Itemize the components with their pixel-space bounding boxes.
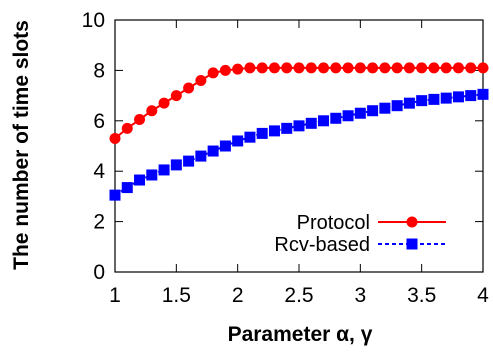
data-point-protocol-14 (281, 62, 293, 74)
data-point-protocol-20 (354, 62, 366, 74)
data-point-rcv-based-24 (403, 97, 415, 109)
data-point-rcv-based-14 (281, 122, 293, 134)
data-point-protocol-4 (158, 97, 170, 109)
data-point-rcv-based-0 (109, 189, 121, 201)
data-point-rcv-based-7 (195, 150, 207, 162)
data-point-rcv-based-29 (465, 90, 477, 102)
y-tick-label-5: 10 (82, 9, 105, 32)
data-point-rcv-based-17 (318, 115, 330, 127)
data-point-protocol-13 (268, 62, 280, 74)
legend-marker-rcv-based (406, 238, 418, 250)
data-point-rcv-based-13 (268, 125, 280, 137)
y-tick-label-2: 4 (93, 160, 105, 183)
data-point-protocol-28 (452, 62, 464, 74)
data-point-rcv-based-23 (391, 100, 403, 112)
data-point-protocol-29 (465, 62, 477, 74)
data-point-protocol-27 (440, 62, 452, 74)
data-point-protocol-25 (416, 62, 428, 74)
legend-label-protocol: Protocol (297, 212, 370, 234)
data-point-protocol-16 (305, 62, 317, 74)
data-point-protocol-6 (183, 82, 195, 94)
data-point-protocol-7 (195, 74, 207, 86)
data-point-protocol-3 (146, 105, 158, 117)
data-point-rcv-based-26 (428, 93, 440, 105)
data-point-protocol-11 (244, 62, 256, 74)
data-point-rcv-based-19 (342, 110, 354, 122)
x-tick-label-2: 2 (232, 284, 244, 307)
data-point-protocol-18 (330, 62, 342, 74)
legend-marker-protocol (406, 216, 418, 228)
legend-label-rcv-based: Rcv-based (274, 234, 370, 256)
data-point-rcv-based-8 (207, 145, 219, 157)
y-tick-label-1: 2 (93, 211, 105, 234)
data-point-protocol-23 (391, 62, 403, 74)
data-point-protocol-30 (477, 62, 489, 74)
data-point-rcv-based-21 (367, 105, 379, 117)
data-point-protocol-26 (428, 62, 440, 74)
data-point-protocol-12 (256, 62, 268, 74)
data-point-rcv-based-18 (330, 112, 342, 124)
data-point-rcv-based-3 (146, 169, 158, 181)
x-tick-label-4: 3 (354, 284, 366, 307)
data-point-rcv-based-30 (477, 88, 489, 100)
data-point-protocol-17 (318, 62, 330, 74)
x-tick-label-1: 1.5 (162, 284, 191, 307)
data-point-rcv-based-5 (170, 159, 182, 171)
data-point-protocol-8 (207, 67, 219, 79)
data-point-rcv-based-27 (440, 92, 452, 104)
data-point-rcv-based-10 (232, 135, 244, 147)
data-point-protocol-5 (170, 90, 182, 102)
data-point-rcv-based-2 (134, 174, 146, 186)
data-point-protocol-10 (232, 63, 244, 75)
data-point-rcv-based-25 (416, 95, 428, 107)
x-tick-label-3: 2.5 (284, 284, 313, 307)
data-point-protocol-19 (342, 62, 354, 74)
data-point-rcv-based-1 (121, 182, 133, 194)
data-point-rcv-based-20 (354, 107, 366, 119)
data-point-rcv-based-22 (379, 102, 391, 114)
data-point-rcv-based-28 (452, 91, 464, 103)
data-point-rcv-based-6 (183, 155, 195, 167)
data-point-protocol-1 (121, 122, 133, 134)
data-point-protocol-15 (293, 62, 305, 74)
data-point-protocol-0 (109, 132, 121, 144)
x-tick-label-5: 3.5 (407, 284, 436, 307)
y-axis-title: The number of time slots (10, 20, 33, 270)
y-tick-label-0: 0 (93, 261, 105, 284)
y-tick-label-4: 8 (93, 59, 105, 82)
data-point-protocol-22 (379, 62, 391, 74)
data-point-protocol-9 (219, 64, 231, 76)
x-tick-label-0: 1 (109, 284, 121, 307)
data-point-protocol-21 (367, 62, 379, 74)
data-point-protocol-2 (134, 114, 146, 126)
data-point-protocol-24 (403, 62, 415, 74)
data-point-rcv-based-15 (293, 120, 305, 132)
x-tick-label-6: 4 (477, 284, 489, 307)
data-point-rcv-based-12 (256, 127, 268, 139)
series-line-rcv-based (114, 93, 484, 196)
data-point-rcv-based-9 (219, 140, 231, 152)
x-axis-title: Parameter α, γ (228, 323, 373, 346)
y-tick-label-3: 6 (93, 110, 105, 133)
data-point-rcv-based-4 (158, 164, 170, 176)
data-point-rcv-based-16 (305, 117, 317, 129)
data-point-rcv-based-11 (244, 131, 256, 143)
